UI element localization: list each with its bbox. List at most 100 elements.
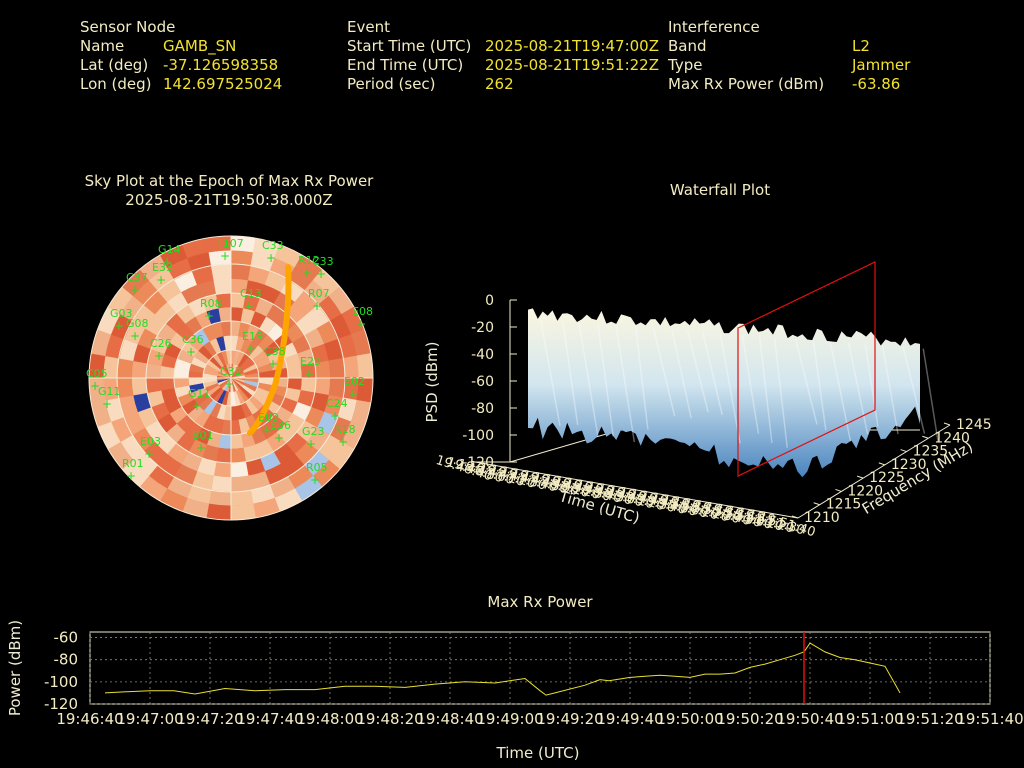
satellite-label: C13: [240, 287, 262, 300]
sky-cell: [230, 433, 244, 450]
waterfall-z-ticks: 0-20-40-60-80-100-120: [462, 293, 517, 471]
satellite-marker: +C05: [86, 367, 108, 393]
skyplot-chart: +G14 +T107+C33+R12+C37 +E33 +C33+G03+R07+C1…: [86, 235, 374, 521]
waterfall-ridge: [922, 348, 939, 443]
satellite-marker: +C24: [326, 397, 348, 423]
sky-cell: [213, 278, 232, 295]
satellite-cross: +: [304, 367, 314, 381]
event-row-start: Start Time (UTC) 2025-08-21T19:47:00Z: [347, 37, 659, 55]
satellite-cross: +: [224, 377, 234, 391]
satellite-label: C05: [86, 367, 108, 380]
sky-cell: [131, 360, 148, 379]
satellite-label: R18: [334, 423, 356, 436]
sensor-row-lon: Lon (deg) 142.697525024: [80, 75, 283, 93]
satellite-cross: +: [196, 441, 206, 455]
sky-cell: [145, 377, 162, 394]
satellite-label: E08: [352, 305, 373, 318]
event-row-period: Period (sec) 262: [347, 75, 514, 93]
satellite-label: G11: [98, 385, 121, 398]
waterfall-z-tick-label: 0: [485, 293, 494, 309]
maxrx-x-tick-label: 19:48:20: [356, 710, 423, 728]
maxrx-x-tick-label: 19:50:20: [716, 710, 783, 728]
satellite-marker: +E03: [140, 435, 161, 461]
waterfall-ridge: [686, 330, 709, 413]
waterfall-ridge: [864, 344, 879, 427]
maxrx-x-tick-label: 19:50:00: [656, 710, 723, 728]
maxrx-x-ticks: 19:46:4019:47:0019:47:2019:47:4019:48:00…: [56, 710, 1023, 728]
satellite-cross: +: [302, 266, 312, 280]
event-heading: Event: [347, 18, 390, 36]
satellite-label: E19: [242, 330, 263, 343]
waterfall-ridge: [847, 343, 869, 435]
sky-cell: [328, 357, 345, 379]
satellite-markers: +G14 +T107+C33+R12+C37 +E33 +C33+G03+R07+C1…: [86, 237, 373, 487]
satellite-cross: +: [262, 423, 272, 437]
waterfall-freq-tick-label: 1210: [804, 510, 840, 526]
waterfall-ridge: [829, 341, 852, 442]
waterfall-ridge: [615, 325, 636, 443]
skyplot-title: Sky Plot at the Epoch of Max Rx Power: [84, 172, 374, 190]
satellite-label: E03: [140, 435, 161, 448]
satellite-marker: +B01: [192, 429, 214, 455]
satellite-label: C36: [182, 333, 204, 346]
waterfall-base: [474, 424, 951, 519]
satellite-label: C33: [262, 239, 284, 252]
satellite-marker: +R01: [122, 457, 144, 483]
satellite-cross: +: [90, 379, 100, 393]
maxrx-x-tick-label: 19:50:40: [776, 710, 843, 728]
waterfall-freq-tick-mark: [900, 449, 907, 453]
sky-cell: [213, 461, 232, 478]
satellite-cross: +: [102, 397, 112, 411]
satellite-marker: +R12: [298, 254, 320, 280]
maxrx-y-tick-label: -80: [54, 651, 79, 669]
waterfall-freq-tick-mark: [943, 422, 951, 426]
waterfall-ridge: [702, 332, 723, 416]
maxrx-x-tick-label: 19:51:40: [956, 710, 1023, 728]
interference-heading: Interference: [668, 18, 760, 36]
satellite-label: E09: [258, 411, 279, 424]
waterfall-z-tick-label: -40: [471, 347, 494, 363]
waterfall-ridge: [634, 326, 649, 430]
satellite-marker: +C36: [182, 333, 204, 359]
satellite-label: C33: [312, 255, 334, 268]
waterfall-ridge: [652, 328, 676, 417]
event-row-end: End Time (UTC) 2025-08-21T19:51:22Z: [347, 56, 659, 74]
interference-row-maxpower: Max Rx Power (dBm) -63.86: [668, 75, 901, 93]
satellite-marker: +G14: [158, 243, 181, 269]
satellite-cross: +: [204, 309, 214, 323]
waterfall-ridge: [812, 340, 827, 431]
sky-cell: [117, 357, 134, 379]
waterfall-ridge: [794, 338, 818, 425]
satellite-cross: +: [268, 357, 278, 371]
sky-cell: [210, 475, 232, 492]
satellite-marker: +C26: [150, 337, 172, 363]
waterfall-freq-tick-label: 1230: [891, 457, 927, 473]
satellite-cross: +: [156, 273, 166, 287]
maxrx-x-tick-label: 19:46:40: [56, 710, 123, 728]
waterfall-freq-tick-mark: [856, 475, 864, 479]
waterfall-freq-tick-label: 1235: [913, 444, 949, 460]
waterfall-ridge: [562, 321, 579, 426]
satellite-marker: +G08: [126, 317, 149, 343]
waterfall-z-tick-label: -20: [471, 320, 494, 336]
satellite-cross: +: [130, 329, 140, 343]
maxrx-x-tick-label: 19:49:00: [476, 710, 543, 728]
waterfall-freq-tick-mark: [878, 462, 886, 466]
satellite-cross: +: [154, 349, 164, 363]
satellite-cross: +: [186, 345, 196, 359]
waterfall-freq-tick-mark: [791, 515, 799, 519]
sensor-row-lat: Lat (deg) -37.126598358: [80, 56, 279, 74]
maxrx-x-tick-label: 19:48:40: [416, 710, 483, 728]
maxrx-xlabel: Time (UTC): [496, 744, 580, 762]
waterfall-freq-tick-label: 1245: [956, 417, 992, 433]
satellite-label: C24: [326, 397, 348, 410]
satellite-marker: +G03: [110, 307, 133, 333]
maxrx-series-line: [104, 642, 901, 696]
waterfall-title: Waterfall Plot: [669, 181, 771, 199]
maxrx-x-tick-label: 19:49:40: [596, 710, 663, 728]
satellite-marker: +E33: [152, 261, 173, 287]
satellite-cross: +: [130, 283, 140, 297]
waterfall-zlabel: PSD (dBm): [423, 341, 441, 422]
satellite-label: C38: [264, 345, 286, 358]
skyplot-subtitle: 2025-08-21T19:50:38.000Z: [125, 191, 333, 209]
